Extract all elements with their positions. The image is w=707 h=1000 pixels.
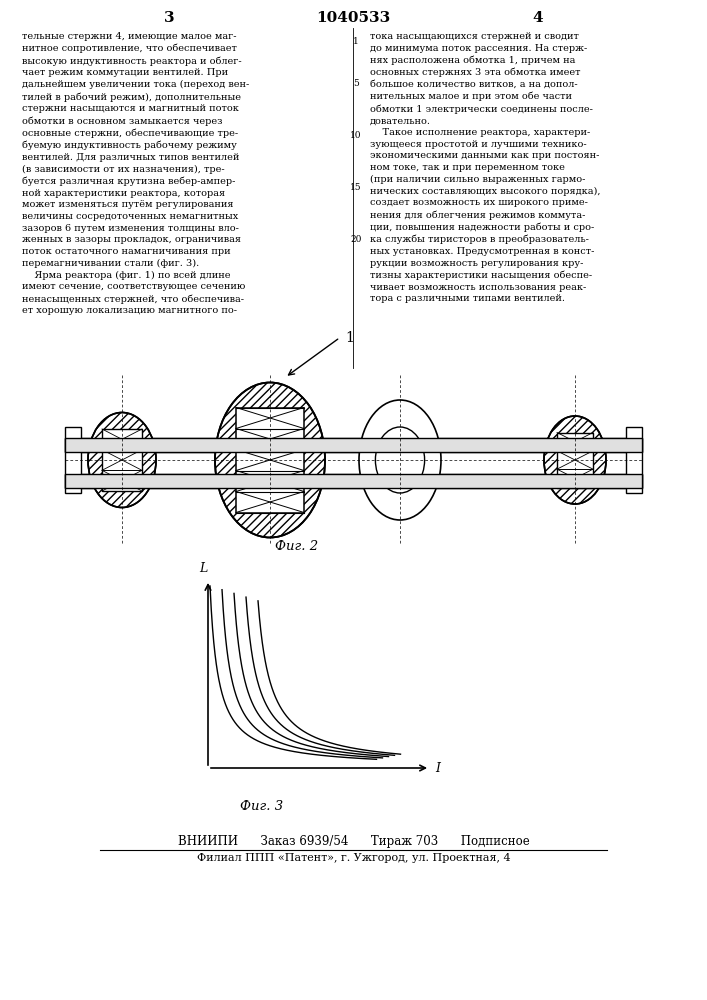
Ellipse shape [544, 416, 606, 504]
Ellipse shape [359, 400, 441, 520]
Bar [65, 438, 642, 452]
Bar [65, 474, 642, 488]
Text: 20: 20 [350, 235, 362, 244]
Bar [626, 427, 642, 493]
Bar [65, 474, 642, 488]
Bar [557, 432, 593, 488]
Text: 3: 3 [164, 11, 175, 25]
Text: тока насыщающихся стержней и сводит
до минимума поток рассеяния. На стерж-
нях р: тока насыщающихся стержней и сводит до м… [370, 32, 600, 303]
Text: Фиг. 2: Фиг. 2 [276, 540, 318, 553]
Text: Филиал ППП «Патент», г. Ужгород, ул. Проектная, 4: Филиал ППП «Патент», г. Ужгород, ул. Про… [197, 853, 510, 863]
Text: 1: 1 [353, 37, 359, 46]
Text: Фиг. 3: Фиг. 3 [240, 800, 283, 813]
Text: L: L [199, 562, 207, 575]
Text: ВНИИПИ      Заказ 6939/54      Тираж 703      Подписное: ВНИИПИ Заказ 6939/54 Тираж 703 Подписное [177, 835, 530, 848]
Bar [65, 438, 642, 452]
Text: тельные стержни 4, имеющие малое маг-
нитное сопротивление, что обеспечивает
выс: тельные стержни 4, имеющие малое маг- ни… [22, 32, 250, 315]
Bar [102, 429, 142, 491]
Text: I: I [435, 762, 440, 774]
Bar [65, 427, 81, 493]
Text: 4: 4 [532, 11, 543, 25]
Ellipse shape [375, 427, 425, 493]
Ellipse shape [215, 382, 325, 538]
Text: 10: 10 [350, 131, 362, 140]
Text: 15: 15 [350, 184, 362, 192]
Bar [236, 408, 304, 512]
Text: 1040533: 1040533 [316, 11, 391, 25]
Text: 1: 1 [345, 330, 354, 344]
Text: 5: 5 [353, 80, 359, 89]
Ellipse shape [88, 412, 156, 508]
